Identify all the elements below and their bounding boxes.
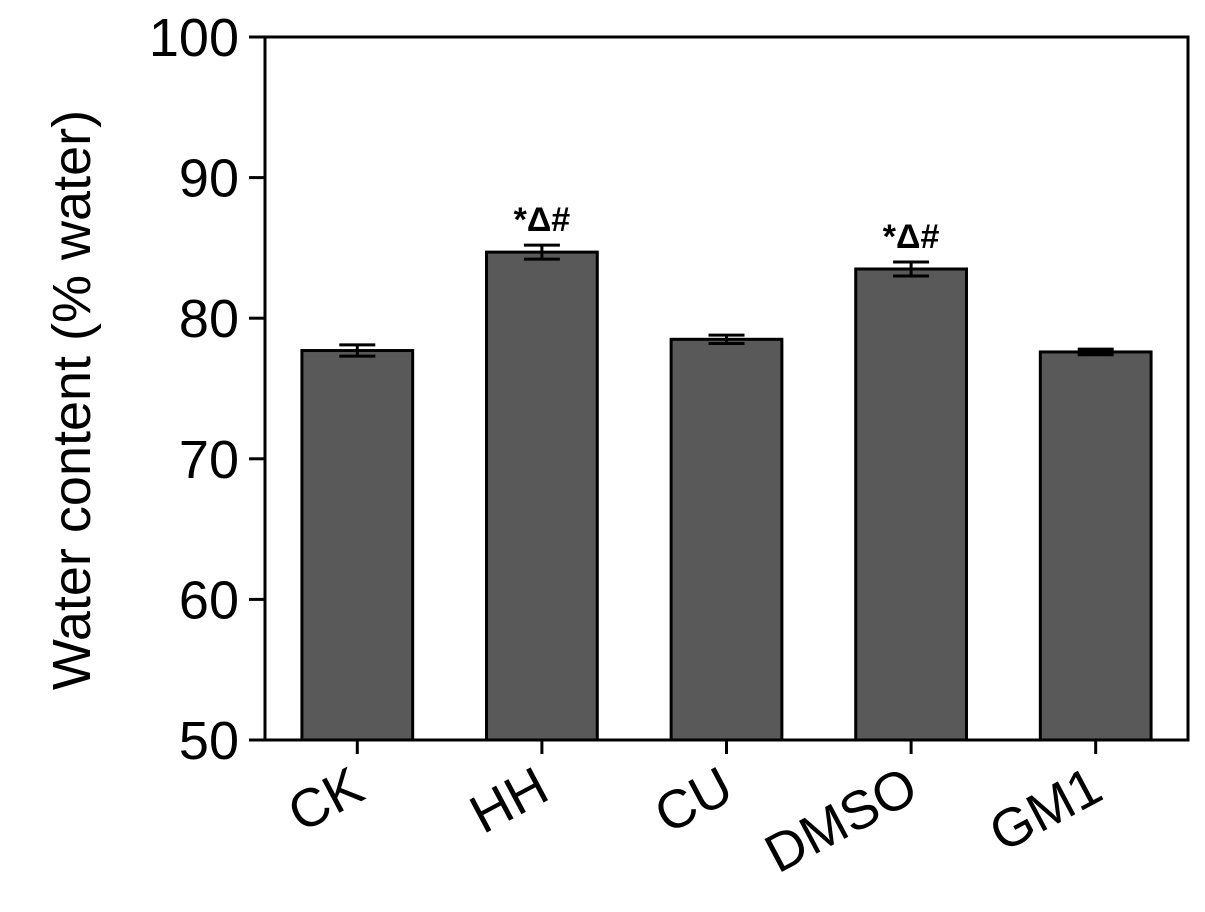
y-tick-label: 90 [179, 149, 239, 209]
y-tick-label: 60 [179, 570, 239, 630]
significance-annotation: *Δ# [883, 218, 940, 256]
y-tick-label: 50 [179, 711, 239, 771]
x-category-label: DMSO [756, 756, 927, 885]
x-category-label: CU [645, 756, 742, 846]
x-axis: CK HH CU DMSO GM1 [279, 740, 1112, 885]
bar-ck [300, 349, 415, 742]
bar-gm1 [1038, 350, 1153, 742]
error-bar-cu [708, 333, 745, 346]
x-category-label: CK [279, 756, 373, 844]
annotations-layer: *Δ# *Δ# [514, 201, 940, 256]
x-category-label: HH [460, 756, 557, 846]
error-bar-ck [339, 343, 376, 358]
bars-layer [300, 250, 1153, 742]
bar-hh [485, 250, 599, 742]
y-axis: 50 60 70 80 90 100 [149, 8, 265, 771]
y-tick-label: 70 [179, 430, 239, 490]
error-bar-hh [523, 243, 560, 261]
y-axis-title: Water content (% water) [42, 110, 102, 690]
error-bar-dmso [893, 260, 930, 278]
error-bars-layer [339, 243, 1114, 358]
x-category-label: GM1 [980, 756, 1112, 864]
bar-cu [669, 337, 784, 742]
significance-annotation: *Δ# [514, 201, 571, 239]
bar-dmso [854, 267, 968, 742]
y-tick-label: 80 [179, 289, 239, 349]
error-bar-gm1 [1077, 347, 1114, 357]
y-tick-label: 100 [149, 8, 239, 68]
